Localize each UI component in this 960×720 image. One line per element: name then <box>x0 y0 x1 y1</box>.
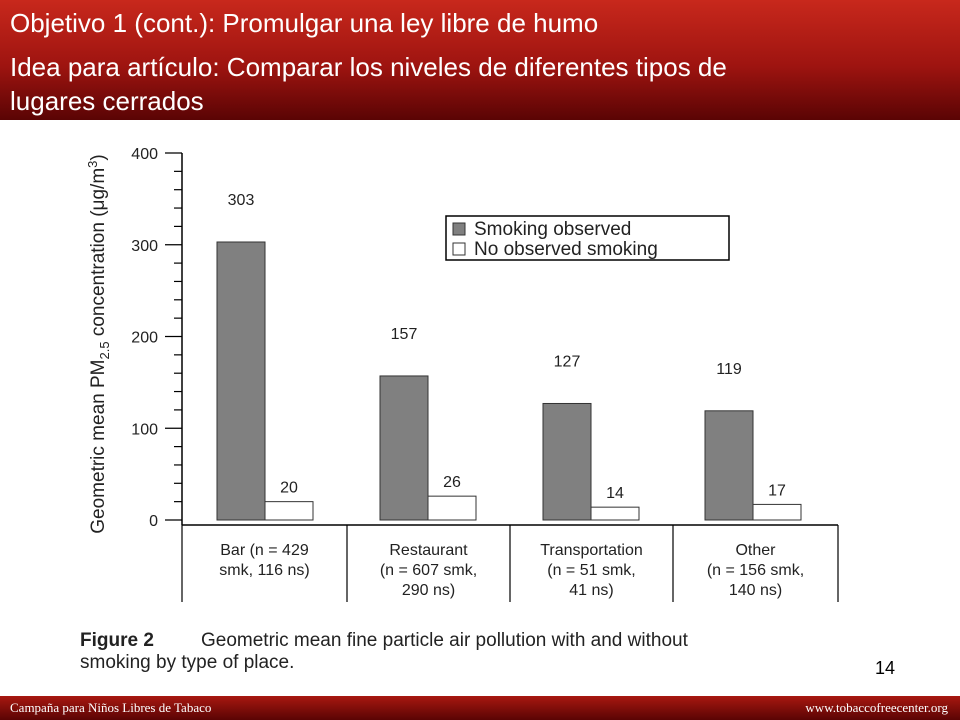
x-category-label: Other (n = 156 smk, 140 ns) <box>707 542 804 599</box>
legend-swatch <box>452 222 466 236</box>
x-category-label-line: Other <box>735 542 776 559</box>
bars-group: 303 157 127 119 20 26 14 17 <box>216 192 802 521</box>
y-axis-title-sup: 3 <box>85 161 100 168</box>
bar-chart: Geometric mean PM2.5 concentration (μg/m… <box>80 146 839 673</box>
footer-bar: Campaña para Niños Libres de Tabaco www.… <box>0 696 960 720</box>
bar-smoking-observed <box>704 410 754 521</box>
x-category-label-line: 41 ns) <box>569 582 613 599</box>
y-tick-label: 100 <box>131 421 158 438</box>
caption-label: Figure 2 <box>80 630 154 651</box>
bar-value-label: 127 <box>554 353 581 370</box>
y-tick-label: 400 <box>131 146 158 163</box>
bar-value-label: 20 <box>280 480 298 497</box>
y-axis-title-part: ) <box>88 154 109 160</box>
x-category-label-line: Bar (n = 429 <box>220 542 309 559</box>
x-category-label-line: (n = 607 smk, <box>380 562 477 579</box>
bar-no-observed-smoking <box>752 503 802 521</box>
legend-box <box>445 215 730 261</box>
slide-subtitle-line1: Idea para artículo: Comparar los niveles… <box>10 52 727 82</box>
x-category-label-line: smk, 116 ns) <box>219 562 309 579</box>
y-axis-title-part: Geometric mean PM <box>88 360 109 534</box>
bar-no-observed-smoking <box>590 506 640 521</box>
title-banner: Objetivo 1 (cont.): Promulgar una ley li… <box>0 0 960 120</box>
chart-axes: 0 100 200 300 400 Bar (n = 429 smk, 116 ns) Res… <box>131 146 839 602</box>
y-axis-title-sub: 2.5 <box>97 341 112 359</box>
bar-smoking-observed <box>542 402 592 521</box>
footer-campaign-name: Campaña para Niños Libres de Tabaco <box>10 700 212 715</box>
footer-website: www.tobaccofreecenter.org <box>805 700 948 715</box>
bar-value-label: 119 <box>716 361 742 378</box>
bar-value-label: 303 <box>228 192 255 209</box>
bar-value-label: 26 <box>443 474 461 491</box>
y-axis-label: Geometric mean PM2.5 concentration (μg/m… <box>85 154 112 533</box>
x-category-label: Bar (n = 429 smk, 116 ns) <box>219 542 309 579</box>
page-number: 14 <box>875 658 896 678</box>
bar-no-observed-smoking <box>427 495 477 521</box>
bar-value-label: 157 <box>391 326 418 343</box>
bar-smoking-observed <box>216 241 266 521</box>
y-axis-title: Geometric mean PM2.5 concentration (μg/m… <box>85 154 112 533</box>
caption-text-line2: smoking by type of place. <box>80 652 294 673</box>
bar-no-observed-smoking <box>264 501 314 521</box>
bar-smoking-observed <box>379 375 429 521</box>
legend-swatch <box>452 242 466 256</box>
x-category-label-line: (n = 51 smk, <box>547 562 635 579</box>
y-tick-label: 0 <box>149 513 158 530</box>
bar-value-label: 17 <box>768 482 786 499</box>
y-tick-label: 300 <box>131 238 158 255</box>
x-category-label: Transportation (n = 51 smk, 41 ns) <box>540 542 643 599</box>
legend-entry: Smoking observed <box>474 219 631 240</box>
legend-entry: No observed smoking <box>474 239 658 260</box>
x-category-label-line: Restaurant <box>389 542 468 559</box>
caption-text-line1: Geometric mean fine particle air polluti… <box>201 630 689 651</box>
x-category-label-line: Transportation <box>540 542 643 559</box>
x-category-label-line: 140 ns) <box>729 582 782 599</box>
x-category-label-line: (n = 156 smk, <box>707 562 804 579</box>
figure-caption: Figure 2 Geometric mean fine particle air… <box>80 630 689 673</box>
bar-value-label: 14 <box>606 485 624 502</box>
y-tick-label: 200 <box>131 330 158 347</box>
slide-title: Objetivo 1 (cont.): Promulgar una ley li… <box>10 8 599 38</box>
y-axis-title-part: concentration (μg/m <box>88 168 109 342</box>
x-category-label: Restaurant (n = 607 smk, 290 ns) <box>380 542 477 599</box>
x-category-label-line: 290 ns) <box>402 582 455 599</box>
slide-subtitle-line2: lugares cerrados <box>10 86 204 116</box>
